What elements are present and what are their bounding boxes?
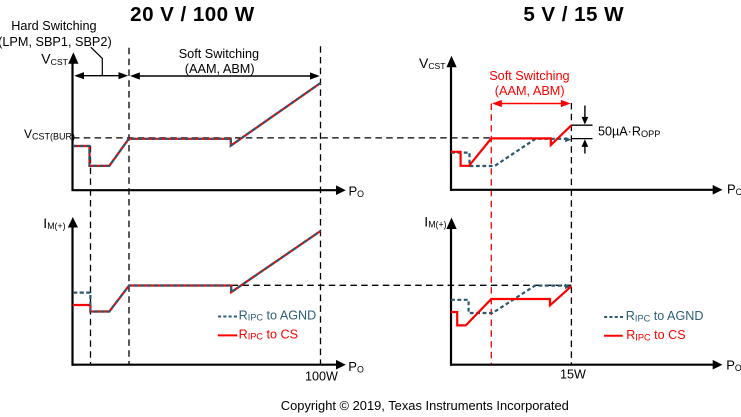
svg-text:Hard Switching: Hard Switching xyxy=(11,19,96,33)
svg-text:IM(+): IM(+) xyxy=(424,213,446,229)
svg-text:RIPC to CS: RIPC to CS xyxy=(626,328,685,342)
svg-text:Copyright © 2019, Texas Instru: Copyright © 2019, Texas Instruments Inco… xyxy=(281,398,569,413)
svg-text:PO: PO xyxy=(726,358,741,373)
svg-text:Soft Switching: Soft Switching xyxy=(179,47,259,61)
svg-text:RIPC to AGND: RIPC to AGND xyxy=(626,309,704,323)
svg-text:IM(+): IM(+) xyxy=(43,215,65,231)
svg-text:VCST(BUR): VCST(BUR) xyxy=(24,127,75,142)
svg-text:(LPM, SBP1, SBP2): (LPM, SBP1, SBP2) xyxy=(0,35,112,49)
svg-text:15W: 15W xyxy=(560,368,586,382)
svg-text:Soft Switching: Soft Switching xyxy=(489,69,569,83)
svg-text:PO: PO xyxy=(348,359,364,374)
svg-text:5 V / 15 W: 5 V / 15 W xyxy=(523,3,624,26)
svg-text:(AAM, ABM): (AAM, ABM) xyxy=(185,62,255,76)
svg-text:50µA·ROPP: 50µA·ROPP xyxy=(598,125,660,139)
svg-text:100W: 100W xyxy=(305,369,338,383)
svg-text:20 V / 100 W: 20 V / 100 W xyxy=(130,3,255,26)
svg-text:VCST: VCST xyxy=(419,55,446,71)
svg-text:RIPC to AGND: RIPC to AGND xyxy=(239,308,317,322)
svg-text:PO: PO xyxy=(727,182,741,197)
svg-text:VCST: VCST xyxy=(41,51,68,67)
svg-text:(AAM, ABM): (AAM, ABM) xyxy=(495,84,565,98)
svg-text:PO: PO xyxy=(349,184,365,199)
svg-text:RIPC to CS: RIPC to CS xyxy=(239,327,298,341)
